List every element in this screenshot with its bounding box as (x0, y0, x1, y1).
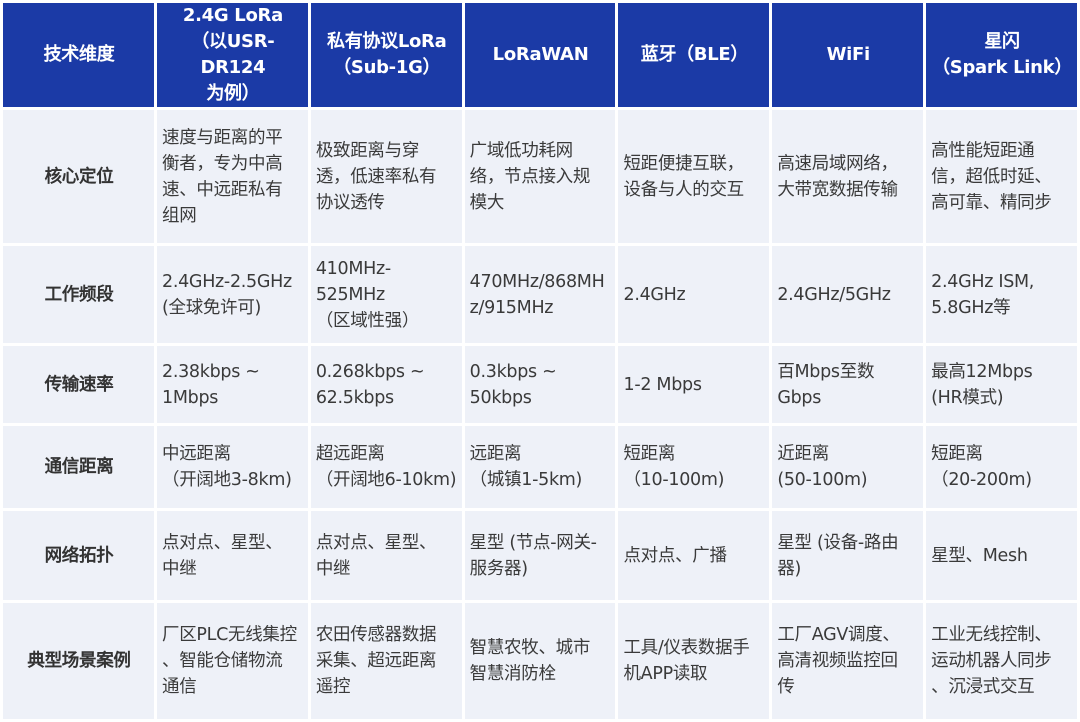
table-cell: 工厂AGV调度、 高清视频监控回 传 (769, 600, 927, 722)
table-cell: 点对点、广播 (615, 508, 773, 603)
table-cell: 厂区PLC无线集控 、智能仓储物流 通信 (154, 600, 311, 722)
table-cell: 速度与距离的平 衡者，专为中高 速、中远距私有 组网 (154, 107, 311, 246)
table-cell: 中远距离 （开阔地3-8km) (154, 423, 311, 511)
table-cell: 高速局域网络， 大带宽数据传输 (769, 107, 927, 246)
table-cell: 2.4GHz (615, 243, 773, 346)
row-label: 传输速率 (0, 343, 157, 426)
table-cell: 近距离 (50-100m) (769, 423, 927, 511)
table-cell: 470MHz/868MH z/915MHz (461, 243, 619, 346)
table-cell: 2.38kbps ~ 1Mbps (154, 343, 311, 426)
row-label: 工作频段 (0, 243, 157, 346)
header-sparklink: 星闪 （Spark Link） (923, 0, 1080, 110)
table-row: 典型场景案例 厂区PLC无线集控 、智能仓储物流 通信 农田传感器数据 采集、超… (0, 600, 1080, 722)
header-dimension: 技术维度 (0, 0, 157, 110)
table-cell: 2.4GHz/5GHz (769, 243, 927, 346)
table-cell: 短距离 （10-100m) (615, 423, 773, 511)
table-cell: 点对点、星型、 中继 (307, 508, 465, 603)
table-cell: 广域低功耗网 络，节点接入规 模大 (461, 107, 619, 246)
table-cell: 工业无线控制、 运动机器人同步 、沉浸式交互 (923, 600, 1080, 722)
table-cell: 星型、Mesh (923, 508, 1080, 603)
header-row: 技术维度 2.4G LoRa （以USR-DR124 为例） 私有协议LoRa … (0, 0, 1080, 110)
table-cell: 高性能短距通 信，超低时延、 高可靠、精同步 (923, 107, 1080, 246)
table-cell: 短距离 （20-200m) (923, 423, 1080, 511)
table-row: 工作频段 2.4GHz-2.5GHz (全球免许可) 410MHz- 525MH… (0, 243, 1080, 346)
header-wifi: WiFi (769, 0, 927, 110)
row-label: 核心定位 (0, 107, 157, 246)
table-cell: 百Mbps至数 Gbps (769, 343, 927, 426)
header-2g4-lora: 2.4G LoRa （以USR-DR124 为例） (154, 0, 311, 110)
table-cell: 星型 (节点-网关- 服务器) (461, 508, 619, 603)
table-cell: 远距离 （城镇1-5km) (461, 423, 619, 511)
table-cell: 2.4GHz-2.5GHz (全球免许可) (154, 243, 311, 346)
table-cell: 点对点、星型、 中继 (154, 508, 311, 603)
table-cell: 410MHz- 525MHz （区域性强） (307, 243, 465, 346)
row-label: 典型场景案例 (0, 600, 157, 722)
table-cell: 最高12Mbps (HR模式) (923, 343, 1080, 426)
table-cell: 星型 (设备-路由 器) (769, 508, 927, 603)
table-cell: 2.4GHz ISM, 5.8GHz等 (923, 243, 1080, 346)
table-cell: 超远距离 （开阔地6-10km) (307, 423, 465, 511)
header-lorawan: LoRaWAN (461, 0, 619, 110)
table-cell: 农田传感器数据 采集、超远距离 遥控 (307, 600, 465, 722)
table-row: 网络拓扑 点对点、星型、 中继 点对点、星型、 中继 星型 (节点-网关- 服务… (0, 508, 1080, 603)
table-cell: 0.268kbps ~ 62.5kbps (307, 343, 465, 426)
row-label: 通信距离 (0, 423, 157, 511)
table-cell: 极致距离与穿 透，低速率私有 协议透传 (307, 107, 465, 246)
header-ble: 蓝牙（BLE） (615, 0, 773, 110)
header-private-lora: 私有协议LoRa （Sub-1G） (307, 0, 465, 110)
table-row: 核心定位 速度与距离的平 衡者，专为中高 速、中远距私有 组网 极致距离与穿 透… (0, 107, 1080, 246)
table-row: 传输速率 2.38kbps ~ 1Mbps 0.268kbps ~ 62.5kb… (0, 343, 1080, 426)
row-label: 网络拓扑 (0, 508, 157, 603)
table-cell: 工具/仪表数据手 机APP读取 (615, 600, 773, 722)
table-cell: 1-2 Mbps (615, 343, 773, 426)
table-cell: 0.3kbps ~ 50kbps (461, 343, 619, 426)
table-cell: 智慧农牧、城市 智慧消防栓 (461, 600, 619, 722)
table-cell: 短距便捷互联， 设备与人的交互 (615, 107, 773, 246)
table-row: 通信距离 中远距离 （开阔地3-8km) 超远距离 （开阔地6-10km) 远距… (0, 423, 1080, 511)
